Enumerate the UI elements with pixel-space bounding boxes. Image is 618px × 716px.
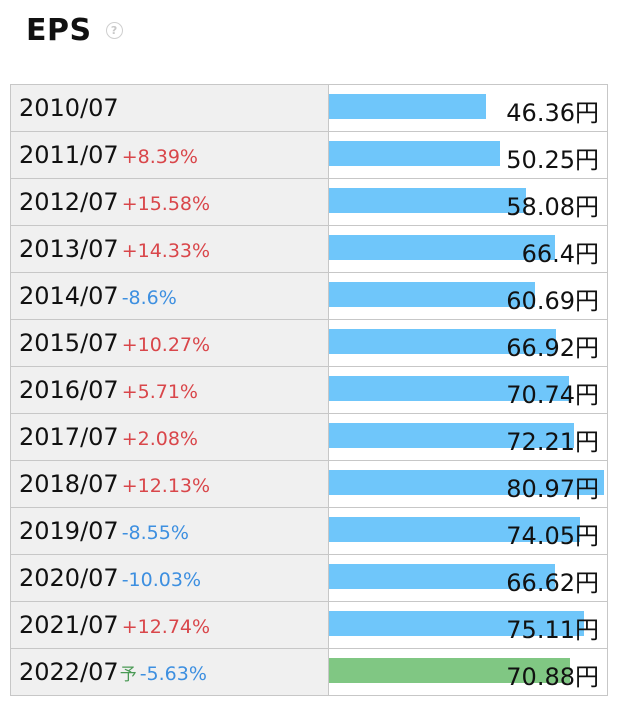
change-percent: +2.08% bbox=[121, 428, 198, 450]
table-row: 2016/07 +5.71% 70.74円 bbox=[10, 366, 608, 414]
value-label: 72.21円 bbox=[506, 428, 599, 456]
eps-bar bbox=[329, 470, 604, 495]
value-label: 70.88円 bbox=[506, 663, 599, 691]
period-label: 2017/07 bbox=[19, 423, 119, 451]
table-row: 2018/07 +12.13% 80.97円 bbox=[10, 460, 608, 508]
period-label: 2015/07 bbox=[19, 329, 119, 357]
row-label-cell: 2018/07 +12.13% bbox=[10, 460, 329, 508]
value-label: 66.62円 bbox=[506, 569, 599, 597]
eps-bar bbox=[329, 611, 584, 636]
period-label: 2021/07 bbox=[19, 611, 119, 639]
bar-cell: 72.21円 bbox=[328, 413, 608, 461]
eps-bar bbox=[329, 282, 535, 307]
table-row: 2015/07 +10.27% 66.92円 bbox=[10, 319, 608, 367]
row-label-cell: 2014/07 -8.6% bbox=[10, 272, 329, 320]
value-label: 60.69円 bbox=[506, 287, 599, 315]
period-label: 2019/07 bbox=[19, 517, 119, 545]
eps-bar bbox=[329, 423, 574, 448]
change-percent: +12.74% bbox=[121, 616, 211, 638]
table-row: 2020/07 -10.03% 66.62円 bbox=[10, 554, 608, 602]
row-label-cell: 2020/07 -10.03% bbox=[10, 554, 329, 602]
table-row: 2013/07 +14.33% 66.4円 bbox=[10, 225, 608, 273]
eps-bar bbox=[329, 376, 569, 401]
eps-bar bbox=[329, 235, 555, 260]
bar-cell: 66.4円 bbox=[328, 225, 608, 273]
row-label-cell: 2012/07 +15.58% bbox=[10, 178, 329, 226]
bar-cell: 66.92円 bbox=[328, 319, 608, 367]
forecast-bar bbox=[329, 658, 570, 683]
bar-cell: 70.88円 bbox=[328, 648, 608, 696]
value-label: 58.08円 bbox=[506, 193, 599, 221]
value-label: 74.05円 bbox=[506, 522, 599, 550]
period-label: 2011/07 bbox=[19, 141, 119, 169]
row-label-cell: 2019/07 -8.55% bbox=[10, 507, 329, 555]
change-percent: +5.71% bbox=[121, 381, 198, 403]
eps-bar bbox=[329, 329, 556, 354]
bar-cell: 46.36円 bbox=[328, 84, 608, 132]
period-label: 2016/07 bbox=[19, 376, 119, 404]
change-percent: -8.6% bbox=[121, 287, 177, 309]
row-label-cell: 2013/07 +14.33% bbox=[10, 225, 329, 273]
period-label: 2012/07 bbox=[19, 188, 119, 216]
eps-table-body: 2010/07 46.36円 2011/07 +8.39% 50.25円 2012/07 +… bbox=[10, 84, 608, 696]
bar-cell: 74.05円 bbox=[328, 507, 608, 555]
table-row: 2011/07 +8.39% 50.25円 bbox=[10, 131, 608, 179]
bar-cell: 75.11円 bbox=[328, 601, 608, 649]
page-title: EPS bbox=[26, 12, 92, 48]
change-percent: -10.03% bbox=[121, 569, 202, 591]
table-row: 2010/07 46.36円 bbox=[10, 84, 608, 132]
bar-cell: 50.25円 bbox=[328, 131, 608, 179]
table-row: 2021/07 +12.74% 75.11円 bbox=[10, 601, 608, 649]
change-percent: +10.27% bbox=[121, 334, 211, 356]
table-row: 2019/07 -8.55% 74.05円 bbox=[10, 507, 608, 555]
bar-cell: 70.74円 bbox=[328, 366, 608, 414]
change-percent: +8.39% bbox=[121, 146, 198, 168]
row-label-cell: 2011/07 +8.39% bbox=[10, 131, 329, 179]
bar-cell: 80.97円 bbox=[328, 460, 608, 508]
eps-bar bbox=[329, 564, 555, 589]
value-label: 46.36円 bbox=[506, 99, 599, 127]
row-label-cell: 2022/07予 -5.63% bbox=[10, 648, 329, 696]
change-percent: -8.55% bbox=[121, 522, 189, 544]
header: EPS ? bbox=[26, 10, 123, 50]
forecast-marker: 予 bbox=[119, 665, 137, 685]
value-label: 75.11円 bbox=[506, 616, 599, 644]
eps-bar bbox=[329, 188, 526, 213]
change-percent: -5.63% bbox=[139, 663, 207, 685]
question-circle-icon[interactable]: ? bbox=[105, 21, 123, 39]
table-row: 2014/07 -8.6% 60.69円 bbox=[10, 272, 608, 320]
period-label: 2014/07 bbox=[19, 282, 119, 310]
table-row: 2022/07予 -5.63% 70.88円 bbox=[10, 648, 608, 696]
value-label: 66.4円 bbox=[521, 240, 599, 268]
bar-cell: 60.69円 bbox=[328, 272, 608, 320]
row-label-cell: 2010/07 bbox=[10, 84, 329, 132]
change-percent: +15.58% bbox=[121, 193, 211, 215]
period-label: 2013/07 bbox=[19, 235, 119, 263]
bar-cell: 66.62円 bbox=[328, 554, 608, 602]
period-label: 2010/07 bbox=[19, 94, 119, 122]
value-label: 70.74円 bbox=[506, 381, 599, 409]
value-label: 50.25円 bbox=[506, 146, 599, 174]
row-label-cell: 2016/07 +5.71% bbox=[10, 366, 329, 414]
period-label: 2022/07 bbox=[19, 658, 119, 686]
table-row: 2012/07 +15.58% 58.08円 bbox=[10, 178, 608, 226]
row-label-cell: 2017/07 +2.08% bbox=[10, 413, 329, 461]
table-row: 2017/07 +2.08% 72.21円 bbox=[10, 413, 608, 461]
value-label: 80.97円 bbox=[506, 475, 599, 503]
eps-bar bbox=[329, 517, 580, 542]
row-label-cell: 2015/07 +10.27% bbox=[10, 319, 329, 367]
change-percent: +12.13% bbox=[121, 475, 211, 497]
eps-table: 2010/07 46.36円 2011/07 +8.39% 50.25円 2012/07 +… bbox=[10, 84, 608, 696]
bar-cell: 58.08円 bbox=[328, 178, 608, 226]
period-label: 2020/07 bbox=[19, 564, 119, 592]
eps-bar bbox=[329, 94, 486, 119]
eps-bar bbox=[329, 141, 500, 166]
period-label: 2018/07 bbox=[19, 470, 119, 498]
row-label-cell: 2021/07 +12.74% bbox=[10, 601, 329, 649]
change-percent: +14.33% bbox=[121, 240, 211, 262]
value-label: 66.92円 bbox=[506, 334, 599, 362]
